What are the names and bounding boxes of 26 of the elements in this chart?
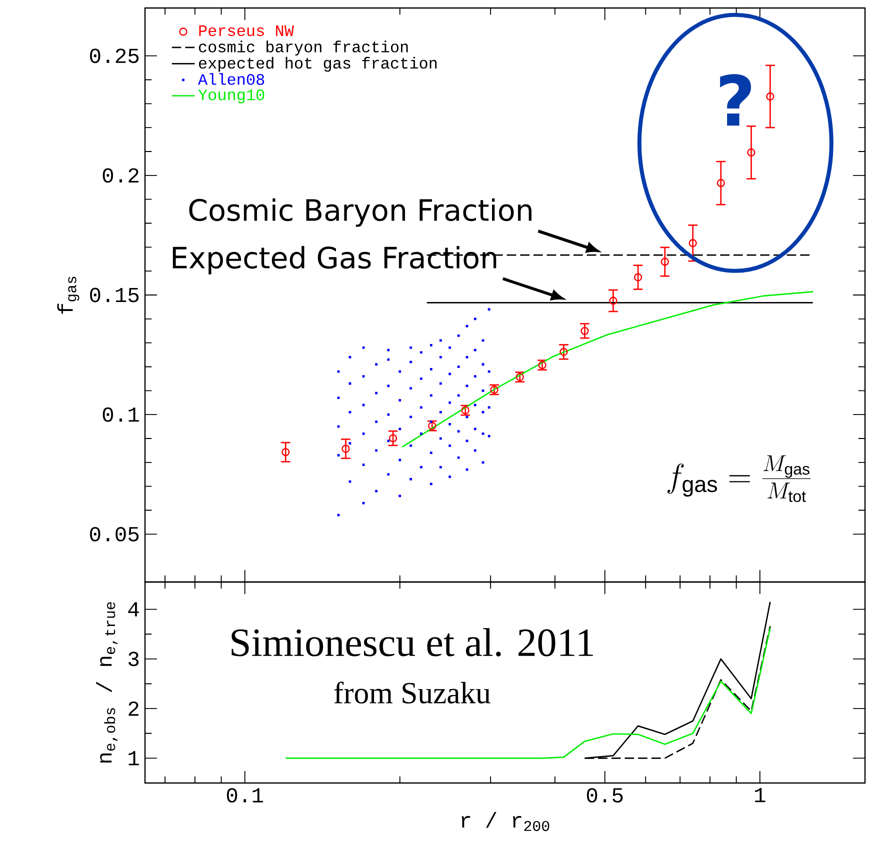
x-tick-label: 1 bbox=[755, 788, 766, 802]
y-tick-label: 3 bbox=[128, 652, 139, 666]
annotation: Expected Gas Fraction bbox=[172, 246, 496, 274]
annotation: from Suzaku bbox=[334, 682, 490, 704]
y-tick-label: 4 bbox=[128, 602, 139, 616]
y-axis-title: f$_{gas}$ bbox=[57, 276, 80, 314]
legend-label: Young10 bbox=[198, 89, 264, 104]
annotation: Cosmic Baryon Fraction bbox=[189, 198, 532, 227]
legend-label: expected hot gas fraction bbox=[199, 56, 437, 72]
y-tick-label: 0.25 bbox=[90, 48, 139, 64]
annotation: ? bbox=[720, 74, 752, 126]
y-axis-title: n$_{e,obs}$ / n$_{e,true}$ bbox=[96, 602, 118, 763]
y-tick-label: 0.15 bbox=[90, 288, 139, 302]
legend-label: Perseus NW bbox=[199, 25, 294, 36]
y-tick-label: 0.1 bbox=[102, 407, 139, 422]
x-tick-label: 0.5 bbox=[586, 788, 623, 803]
legend-label: cosmic baryon fraction bbox=[198, 40, 408, 56]
x-axis-title: r / r$_{200}$ bbox=[462, 812, 550, 832]
annotation: Simionescu et al. 2011 bbox=[232, 628, 593, 656]
y-tick-label: 0.05 bbox=[90, 526, 139, 542]
x-tick-label: 0.1 bbox=[226, 788, 264, 803]
legend-label: Allen08 bbox=[198, 73, 264, 85]
y-tick-label: 0.2 bbox=[102, 168, 138, 183]
y-tick-label: 1 bbox=[128, 751, 139, 766]
y-tick-label: 2 bbox=[128, 701, 138, 716]
annotation: $f_{\mathrm{gas}} = \frac{M_{\mathrm{gas}}}{M_{\mathrm{tot}}}$ bbox=[667, 455, 811, 502]
